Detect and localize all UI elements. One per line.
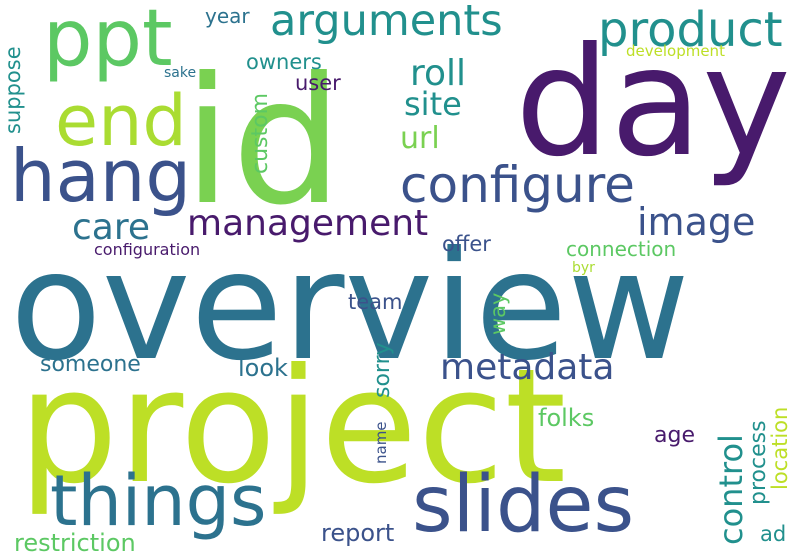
- word-connection: connection: [566, 237, 677, 261]
- word-metadata: metadata: [440, 347, 615, 388]
- word-suppose: suppose: [1, 46, 25, 134]
- word-roll: roll: [410, 53, 467, 94]
- word-things: things: [50, 460, 267, 542]
- word-control: control: [712, 434, 750, 545]
- word-report: report: [321, 519, 395, 547]
- word-image: image: [637, 200, 756, 244]
- word-development: development: [626, 42, 725, 60]
- word-location: location: [768, 406, 792, 490]
- word-management: management: [187, 203, 429, 244]
- word-custom: custom: [248, 92, 273, 174]
- word-look: look: [238, 354, 288, 382]
- word-someone: someone: [40, 352, 141, 377]
- word-byr: byr: [572, 260, 595, 276]
- word-age: age: [654, 423, 695, 448]
- word-url: url: [400, 121, 440, 156]
- word-sorry: sorry: [370, 342, 395, 398]
- word-restriction: restriction: [14, 529, 136, 557]
- word-end: end: [55, 80, 187, 162]
- word-user: user: [295, 71, 341, 95]
- word-owners: owners: [246, 50, 322, 74]
- word-day: day: [515, 16, 791, 190]
- word-configure: configure: [400, 156, 635, 214]
- word-hang: hang: [10, 134, 192, 218]
- word-folks: folks: [538, 404, 595, 432]
- word-site: site: [404, 85, 462, 123]
- word-slides: slides: [412, 460, 635, 550]
- word-overview: overview: [10, 220, 690, 394]
- word-arguments: arguments: [270, 0, 503, 46]
- word-process: process: [746, 420, 771, 505]
- word-year: year: [205, 4, 250, 28]
- word-team: team: [348, 290, 403, 314]
- word-product: product: [598, 2, 783, 58]
- word-ad: ad: [760, 522, 787, 546]
- word-name: name: [372, 421, 390, 464]
- word-care: care: [72, 207, 151, 248]
- word-sake: sake: [164, 65, 197, 81]
- word-ppt: ppt: [43, 0, 173, 84]
- word-way: way: [486, 292, 510, 335]
- word-id: id: [183, 41, 343, 244]
- word-offer: offer: [442, 232, 491, 256]
- word-configuration: configuration: [94, 240, 201, 259]
- word-project: project: [18, 335, 567, 519]
